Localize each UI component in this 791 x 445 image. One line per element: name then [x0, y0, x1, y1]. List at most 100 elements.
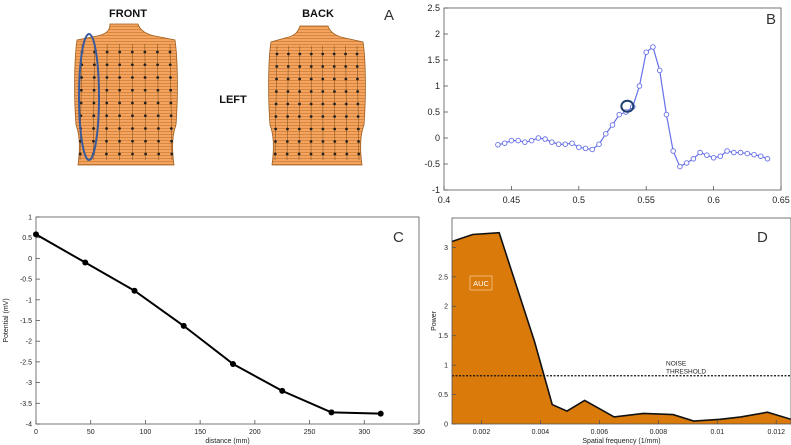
data-point [670, 148, 676, 154]
y-tick-label: 0.5 [22, 235, 32, 242]
y-tick-label: -1.5 [20, 318, 32, 325]
x-tick-label: 0.004 [532, 429, 550, 436]
x-tick-label: 0.002 [473, 429, 491, 436]
front-electrode [144, 139, 147, 143]
back-electrode [321, 140, 325, 143]
back-electrode [309, 65, 313, 68]
front-electrode [105, 101, 109, 105]
front-electrode [105, 50, 109, 54]
back-electrode [273, 152, 277, 156]
chart-b-axes: 0.4 0.45 0.5 0.55 0.6 0.65 -1 -0.5 0 0.5 1 1.5 2 2.5 [424, 3, 789, 205]
back-electrode [274, 115, 278, 118]
front-electrode [156, 76, 160, 79]
back-electrode [286, 115, 290, 118]
y-tick-label: -0.5 [20, 277, 32, 284]
back-electrode [309, 102, 313, 106]
y-tick-label: 2.5 [427, 3, 440, 13]
back-electrode [309, 77, 313, 81]
back-electrode [356, 115, 360, 118]
panel-d: NOISE THRESHOLD AUC 0.002 0.004 0.006 0.008 0.… [430, 210, 791, 445]
y-tick-label: 1 [28, 214, 32, 221]
front-electrode [169, 101, 173, 105]
back-electrode [286, 127, 289, 131]
back-electrode [275, 52, 279, 56]
back-electrode [275, 65, 279, 68]
data-point [328, 409, 335, 416]
front-electrode [157, 139, 160, 143]
y-tick-label: -1 [432, 185, 440, 195]
data-point [683, 160, 690, 166]
y-tick-label: 0.5 [427, 107, 440, 117]
x-tick-label: 0.012 [767, 429, 785, 436]
front-electrode [118, 63, 122, 67]
back-electrode [298, 77, 302, 81]
back-electrode [274, 90, 278, 93]
front-electrode [93, 63, 96, 67]
back-electrode [333, 127, 337, 131]
y-tick-label: 1 [435, 81, 440, 91]
front-electrode [131, 114, 134, 118]
panel-letter-b: B [766, 11, 776, 28]
back-electrode [274, 102, 278, 106]
front-electrode [170, 139, 173, 143]
x-tick-label: 0.6 [707, 195, 720, 205]
x-tick-label: 350 [413, 429, 425, 436]
torso-map-figure: FRONT BACK LEFT A [74, 7, 394, 166]
threshold-label-line1: NOISE [666, 361, 687, 368]
data-point [589, 146, 596, 153]
highlight-circle [620, 99, 635, 113]
y-axis-label: Potential (mV) [3, 298, 10, 342]
front-electrode [92, 114, 96, 118]
data-point [724, 148, 730, 154]
x-tick-label: 150 [194, 429, 206, 436]
x-tick-label: 50 [87, 429, 95, 436]
x-tick-label: 250 [304, 429, 316, 436]
back-electrode [298, 65, 302, 68]
front-electrode [118, 101, 121, 105]
data-point [180, 322, 187, 329]
data-point [758, 153, 764, 159]
area-outline [451, 231, 791, 422]
y-tick-label: -3.5 [20, 401, 32, 408]
data-point [377, 410, 384, 417]
back-electrode [355, 65, 359, 68]
back-electrode [333, 102, 336, 106]
back-electrode [321, 90, 325, 93]
front-electrode [104, 152, 108, 156]
back-electrode [332, 65, 336, 68]
back-electrode [356, 77, 359, 81]
front-electrode [131, 152, 134, 156]
data-point [663, 111, 670, 118]
data-point [501, 140, 508, 146]
back-electrode [285, 152, 289, 156]
front-electrode [130, 50, 134, 54]
front-electrode [118, 88, 122, 92]
front-electrode [168, 63, 172, 67]
back-electrode [286, 77, 290, 81]
front-electrode [130, 88, 134, 92]
front-electrode [105, 114, 109, 118]
front-electrode [143, 88, 147, 92]
front-electrode [92, 76, 96, 79]
front-electrode [78, 152, 82, 156]
data-point [229, 360, 236, 367]
data-point [569, 140, 575, 146]
y-tick-label: 1.5 [438, 333, 448, 340]
chart-d-axes: 0.002 0.004 0.006 0.008 0.01 0.012 0 0.5 1 1.5 2 2.… [431, 217, 791, 445]
y-tick-label: 0 [435, 133, 440, 143]
back-electrode [309, 115, 313, 118]
back-electrode [332, 52, 336, 56]
back-electrode [344, 65, 348, 68]
data-point [555, 141, 562, 147]
auc-label-box [469, 275, 493, 291]
front-electrode [143, 114, 147, 118]
data-point [737, 149, 744, 156]
back-electrode [274, 127, 278, 131]
back-electrode [298, 90, 301, 93]
data-point [528, 137, 535, 144]
back-electrode [286, 90, 290, 93]
front-electrode [156, 127, 160, 130]
back-electrode [286, 65, 290, 68]
data-point [731, 149, 737, 156]
front-electrode [169, 127, 173, 130]
